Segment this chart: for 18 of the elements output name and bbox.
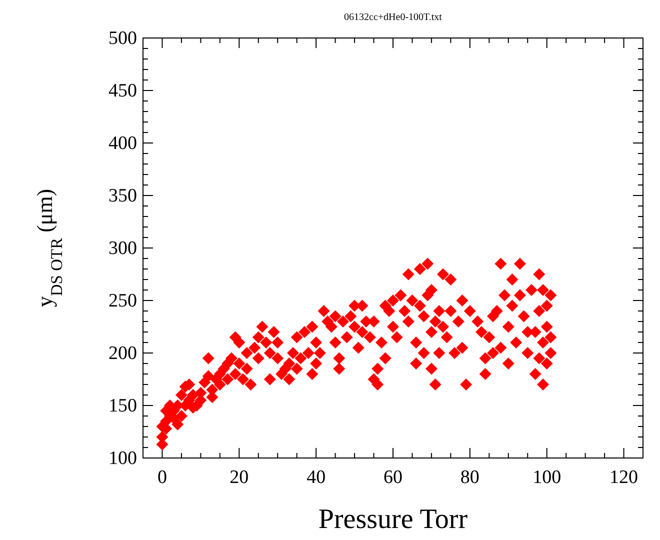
y-tick-label: 500 [108,28,137,49]
y-tick-label: 100 [108,448,137,469]
x-axis-title: Pressure Torr [318,504,468,535]
chart-title: 06132cc+dHe0-100T.txt [344,12,442,23]
x-tick-label: 60 [384,467,402,488]
x-tick-label: 0 [157,467,167,488]
y-tick-label: 200 [108,343,137,364]
y-tick-label: 350 [108,186,137,206]
y-tick-label: 300 [108,238,137,259]
x-tick-label: 120 [610,467,638,488]
x-tick-label: 100 [532,467,562,488]
y-tick-label: 250 [108,290,137,312]
y-tick-label: 150 [108,396,137,416]
y-tick-label: 400 [108,133,137,154]
y-tick-label: 450 [108,80,137,102]
x-tick-label: 20 [230,467,249,488]
x-tick-label: 80 [460,467,480,488]
x-tick-label: 40 [306,467,326,488]
